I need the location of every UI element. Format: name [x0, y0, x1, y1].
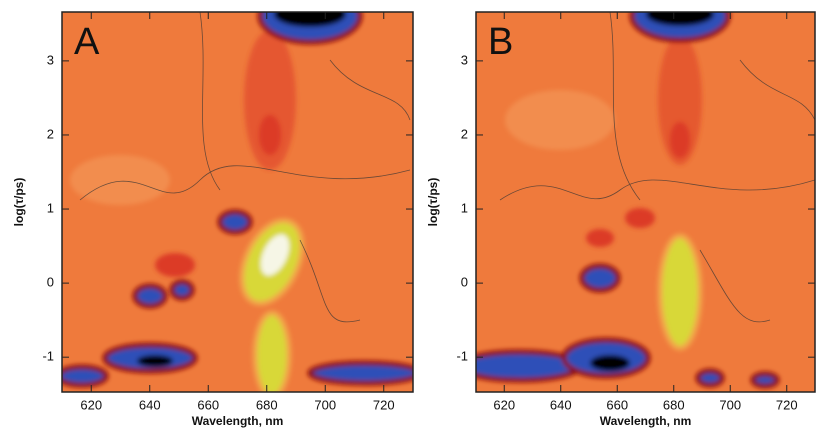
y-tick-label: 3 [47, 52, 54, 67]
x-tick-label: 620 [80, 397, 102, 412]
x-axis-label: Wavelength, nm [600, 414, 692, 428]
contour-map [476, 12, 815, 392]
contour-map [62, 12, 413, 392]
x-tick-label: 640 [550, 397, 572, 412]
y-tick-label: 0 [461, 275, 468, 290]
panel-label: B [488, 21, 513, 63]
x-tick-label: 720 [373, 397, 395, 412]
y-tick-label: 1 [461, 200, 468, 215]
x-tick-label: 660 [197, 397, 219, 412]
panel-label: A [74, 21, 100, 63]
y-tick-label: 2 [47, 126, 54, 141]
y-tick-label: 2 [461, 126, 468, 141]
y-tick-label: 0 [47, 275, 54, 290]
y-tick-label: -1 [456, 349, 468, 364]
y-axis-label: log(τ/ps) [12, 178, 26, 227]
x-tick-label: 680 [256, 397, 278, 412]
x-tick-label: 720 [776, 397, 798, 412]
x-tick-label: 640 [139, 397, 161, 412]
x-axis-label: Wavelength, nm [192, 414, 284, 428]
y-tick-label: -1 [42, 349, 54, 364]
x-tick-label: 700 [719, 397, 741, 412]
x-tick-label: 700 [314, 397, 336, 412]
y-tick-label: 1 [47, 200, 54, 215]
x-tick-label: 620 [493, 397, 515, 412]
plot-frame [475, 11, 816, 393]
y-tick-label: 3 [461, 52, 468, 67]
plot-frame [61, 11, 414, 393]
y-axis-label: log(τ/ps) [426, 178, 440, 227]
x-tick-label: 680 [663, 397, 685, 412]
x-tick-label: 660 [606, 397, 628, 412]
